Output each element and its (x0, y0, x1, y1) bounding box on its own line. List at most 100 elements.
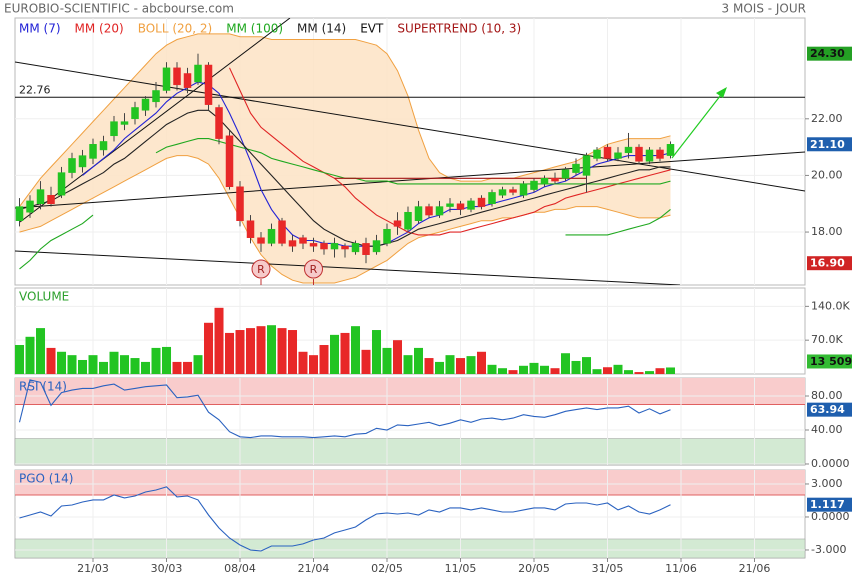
volume-bar (151, 347, 161, 374)
value-box (807, 497, 852, 512)
candle-body (393, 220, 402, 227)
volume-bar (519, 365, 529, 374)
candle-body (477, 197, 486, 207)
candle-body (15, 206, 24, 221)
period: 3 MOIS - JOUR (722, 2, 806, 16)
oscillator-line (18, 379, 671, 439)
candle-body (488, 192, 496, 204)
volume-bar (25, 336, 35, 374)
candle-body (435, 206, 444, 216)
oversold-zone (14, 538, 806, 559)
legend-entry: MM (20) (75, 22, 124, 36)
volume-bar (361, 349, 371, 374)
legend-entry: BOLL (20, 2) (138, 22, 213, 36)
candle-body (309, 243, 318, 247)
panel-title: RSI (14) (19, 380, 67, 394)
legend-entry: MM (100) (226, 22, 283, 36)
volume-bar (172, 361, 182, 374)
volume-bar (288, 330, 298, 374)
x-tick-label: 11/06 (665, 562, 697, 575)
candle-body (656, 149, 664, 159)
candle-body (467, 200, 475, 210)
price-plot (15, 18, 805, 285)
candle-body (257, 237, 265, 244)
candle-body (267, 228, 276, 244)
event-marker (304, 259, 324, 279)
volume-bar (351, 326, 361, 374)
y-tick-label: 0.0000 (811, 510, 850, 523)
volume-bar (508, 370, 518, 374)
candle-body (173, 67, 181, 86)
volume-bar (665, 367, 675, 374)
candle-body (582, 155, 591, 176)
candle-body (372, 240, 381, 253)
y-tick-label: 22.00 (811, 112, 843, 125)
indicator-line (229, 67, 671, 236)
candle-body (183, 73, 192, 88)
volume-bar (403, 355, 413, 374)
x-tick-label: 31/05 (592, 562, 624, 575)
volume-bar (225, 332, 235, 374)
volume-bar (204, 322, 214, 374)
candle-body (26, 200, 34, 213)
page-title: EUROBIO-SCIENTIFIC - abcbourse.com (4, 2, 234, 16)
candle-body (614, 152, 622, 159)
volume-bar (162, 346, 172, 374)
candle-body (561, 169, 570, 179)
volume-bar (130, 358, 140, 374)
candle-body (603, 146, 612, 159)
volume-bar (623, 370, 633, 374)
y-tick-label: -3.000 (811, 543, 846, 556)
legend-entry: MM (14) (297, 22, 346, 36)
volume-bar (424, 358, 434, 374)
candle-body (204, 64, 213, 105)
volume-bar (393, 340, 403, 374)
candle-body (456, 203, 465, 210)
volume-bar (330, 334, 340, 374)
x-tick-label: 08/04 (224, 562, 256, 575)
volume-bar (613, 364, 623, 374)
candle-body (320, 243, 328, 250)
trend-line (15, 61, 805, 192)
y-tick-label: 40.00 (811, 423, 843, 436)
x-tick-label: 21/03 (77, 562, 109, 575)
volume-bar (256, 326, 266, 374)
volume-bar (340, 332, 350, 374)
volume-bar (46, 347, 56, 374)
overbought-zone (15, 378, 805, 405)
candle-body (120, 121, 129, 125)
oversold-zone (14, 438, 806, 466)
value-box (807, 402, 852, 417)
volume-bar (120, 355, 130, 374)
value-box-label: 21.10 (810, 138, 845, 151)
y-tick-label: 0.0000 (811, 457, 850, 470)
volume-bar (592, 369, 602, 374)
candle-body (225, 135, 234, 188)
volume-bar (298, 351, 308, 374)
y-tick-label: 3.000 (811, 477, 843, 490)
candle-body (593, 149, 601, 159)
y-tick-label: 140.0K (811, 299, 850, 312)
candle-body (215, 107, 223, 139)
candle-body (236, 186, 244, 221)
volume-bar (15, 345, 25, 374)
candle-body (131, 107, 139, 120)
candle-body (362, 243, 370, 255)
volume-bar (487, 364, 497, 374)
oscillator-line (19, 486, 671, 552)
candle-body (89, 144, 97, 159)
candle-body (509, 189, 517, 193)
candle-body (246, 220, 255, 238)
value-box-label: 1.117 (810, 498, 845, 511)
candle-body (330, 243, 339, 250)
value-box (807, 354, 852, 369)
arrow (671, 90, 725, 159)
candle-body (341, 245, 349, 250)
volume-bar (498, 368, 508, 374)
candle-body (99, 141, 108, 151)
overbought-zone (15, 470, 805, 495)
volume-bar (372, 330, 382, 374)
candle-body (666, 144, 675, 156)
indicator-line-up (19, 208, 671, 270)
volume-bar (319, 345, 329, 374)
